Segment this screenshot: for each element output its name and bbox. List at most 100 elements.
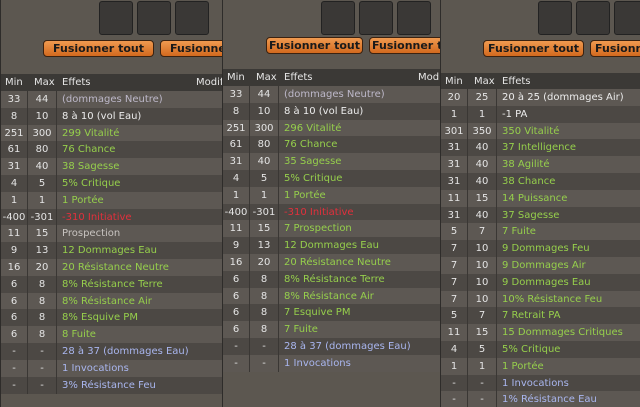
effect-row: 9 13 12 Dommages Eau <box>223 237 441 255</box>
effect-row: 1 1 1 Portée <box>1 191 223 209</box>
effect-text: 296 Vitalité <box>284 122 342 134</box>
max-value: 40 <box>475 209 489 221</box>
column-separator <box>56 343 57 360</box>
min-value: -400 <box>224 206 248 218</box>
item-slot[interactable] <box>321 1 355 35</box>
merge-button[interactable]: Fusionner tout <box>590 40 640 57</box>
min-value: 31 <box>447 209 461 221</box>
column-separator <box>249 237 250 255</box>
column-separator <box>278 186 279 204</box>
effect-row: 8 10 8 à 10 (vol Eau) <box>1 107 223 125</box>
column-separator <box>27 225 28 243</box>
column-separator <box>467 257 468 274</box>
effect-text: 20 à 25 (dommages Air) <box>502 92 624 103</box>
item-slot[interactable] <box>99 1 133 35</box>
merge-button[interactable]: Fusionner tout <box>369 37 441 54</box>
effect-row: 20 25 20 à 25 (dommages Air) <box>441 89 640 106</box>
item-slot[interactable] <box>137 1 171 35</box>
column-separator <box>27 343 28 360</box>
column-separator <box>467 341 468 358</box>
column-separator <box>27 309 28 327</box>
column-separator <box>467 89 468 106</box>
item-slot[interactable] <box>614 1 640 35</box>
min-value: - <box>12 346 16 357</box>
max-value: -301 <box>30 211 54 223</box>
merge-button[interactable]: Fusionner tout <box>43 40 154 57</box>
effect-row: - - 1% Résistance Eau <box>441 391 640 407</box>
item-slot[interactable] <box>576 1 610 35</box>
max-value: 8 <box>260 273 268 285</box>
effect-row: 7 10 10% Résistance Feu <box>441 290 640 308</box>
merge-button[interactable]: Fusionner tout <box>160 40 223 57</box>
column-separator <box>496 223 497 241</box>
column-separator <box>496 139 497 157</box>
column-separator <box>27 242 28 260</box>
effect-text: -1 PA <box>502 108 528 120</box>
min-value: - <box>452 394 456 406</box>
column-separator <box>467 105 468 123</box>
effect-row: 8 10 8 à 10 (vol Eau) <box>223 102 441 120</box>
item-slot[interactable] <box>175 1 209 35</box>
merge-button[interactable]: Fusionner tout <box>483 40 584 57</box>
max-value: 10 <box>475 260 489 271</box>
effect-row: 31 40 37 Sagesse <box>441 206 640 224</box>
item-slots <box>538 1 640 35</box>
effects-panel: Fusionner tout Fusionner tout Min Max Effets… <box>222 0 441 407</box>
max-value: 350 <box>472 125 492 137</box>
effect-text: 38 Sagesse <box>62 161 120 173</box>
column-separator <box>56 158 57 176</box>
max-value: 20 <box>257 257 271 268</box>
column-separator <box>27 158 28 176</box>
effect-text: Prospection <box>62 228 121 240</box>
max-value: - <box>262 357 266 369</box>
effect-text: 9 Dommages Air <box>502 260 586 271</box>
column-separator <box>56 225 57 243</box>
effect-text: 37 Intelligence <box>502 142 577 154</box>
effect-text: 8% Résistance Air <box>62 295 152 307</box>
column-separator <box>496 240 497 258</box>
table-header: Min Max Effets Modif. <box>1 74 223 91</box>
column-separator <box>467 156 468 174</box>
max-value: 15 <box>475 192 489 204</box>
effect-row: 7 10 9 Dommages Air <box>441 257 640 274</box>
effect-text: 1 Invocations <box>284 357 351 369</box>
column-separator <box>249 270 250 288</box>
effect-row: 16 20 20 Résistance Neutre <box>1 259 223 276</box>
column-separator <box>278 254 279 271</box>
effect-text: 35 Sagesse <box>284 156 342 168</box>
max-value: 8 <box>260 307 268 319</box>
item-slot[interactable] <box>397 1 431 35</box>
min-value: 251 <box>4 127 24 139</box>
column-separator <box>467 139 468 157</box>
item-slot[interactable] <box>359 1 393 35</box>
effect-row: 11 15 15 Dommages Critiques <box>441 324 640 342</box>
column-separator <box>27 292 28 310</box>
min-value: 5 <box>450 226 458 238</box>
column-separator <box>496 341 497 358</box>
max-value: 44 <box>257 89 271 100</box>
column-header: Min <box>5 77 23 88</box>
column-separator <box>249 153 250 171</box>
min-value: 20 <box>447 92 461 103</box>
column-separator <box>56 107 57 125</box>
column-separator <box>496 89 497 106</box>
effect-row: 6 8 8 Fuite <box>1 326 223 344</box>
effect-row: 7 10 9 Dommages Eau <box>441 273 640 291</box>
max-value: 5 <box>260 173 268 184</box>
item-slot[interactable] <box>538 1 572 35</box>
effect-text: 7 Prospection <box>284 223 352 235</box>
column-separator <box>27 259 28 276</box>
merge-button[interactable]: Fusionner tout <box>266 37 363 54</box>
effect-text: 20 Résistance Neutre <box>284 257 391 268</box>
column-separator <box>56 309 57 327</box>
effect-text: 1 Invocations <box>502 377 569 389</box>
column-separator <box>249 186 250 204</box>
column-separator <box>467 240 468 258</box>
column-header: Effets <box>502 76 531 87</box>
effect-text: 8% Résistance Terre <box>62 278 163 290</box>
min-value: 9 <box>232 240 240 252</box>
effect-text: 9 Dommages Feu <box>502 243 590 255</box>
effect-text: (dommages Neutre) <box>62 94 163 105</box>
max-value: 1 <box>260 189 268 201</box>
effect-row: - - 1 Invocations <box>441 374 640 392</box>
